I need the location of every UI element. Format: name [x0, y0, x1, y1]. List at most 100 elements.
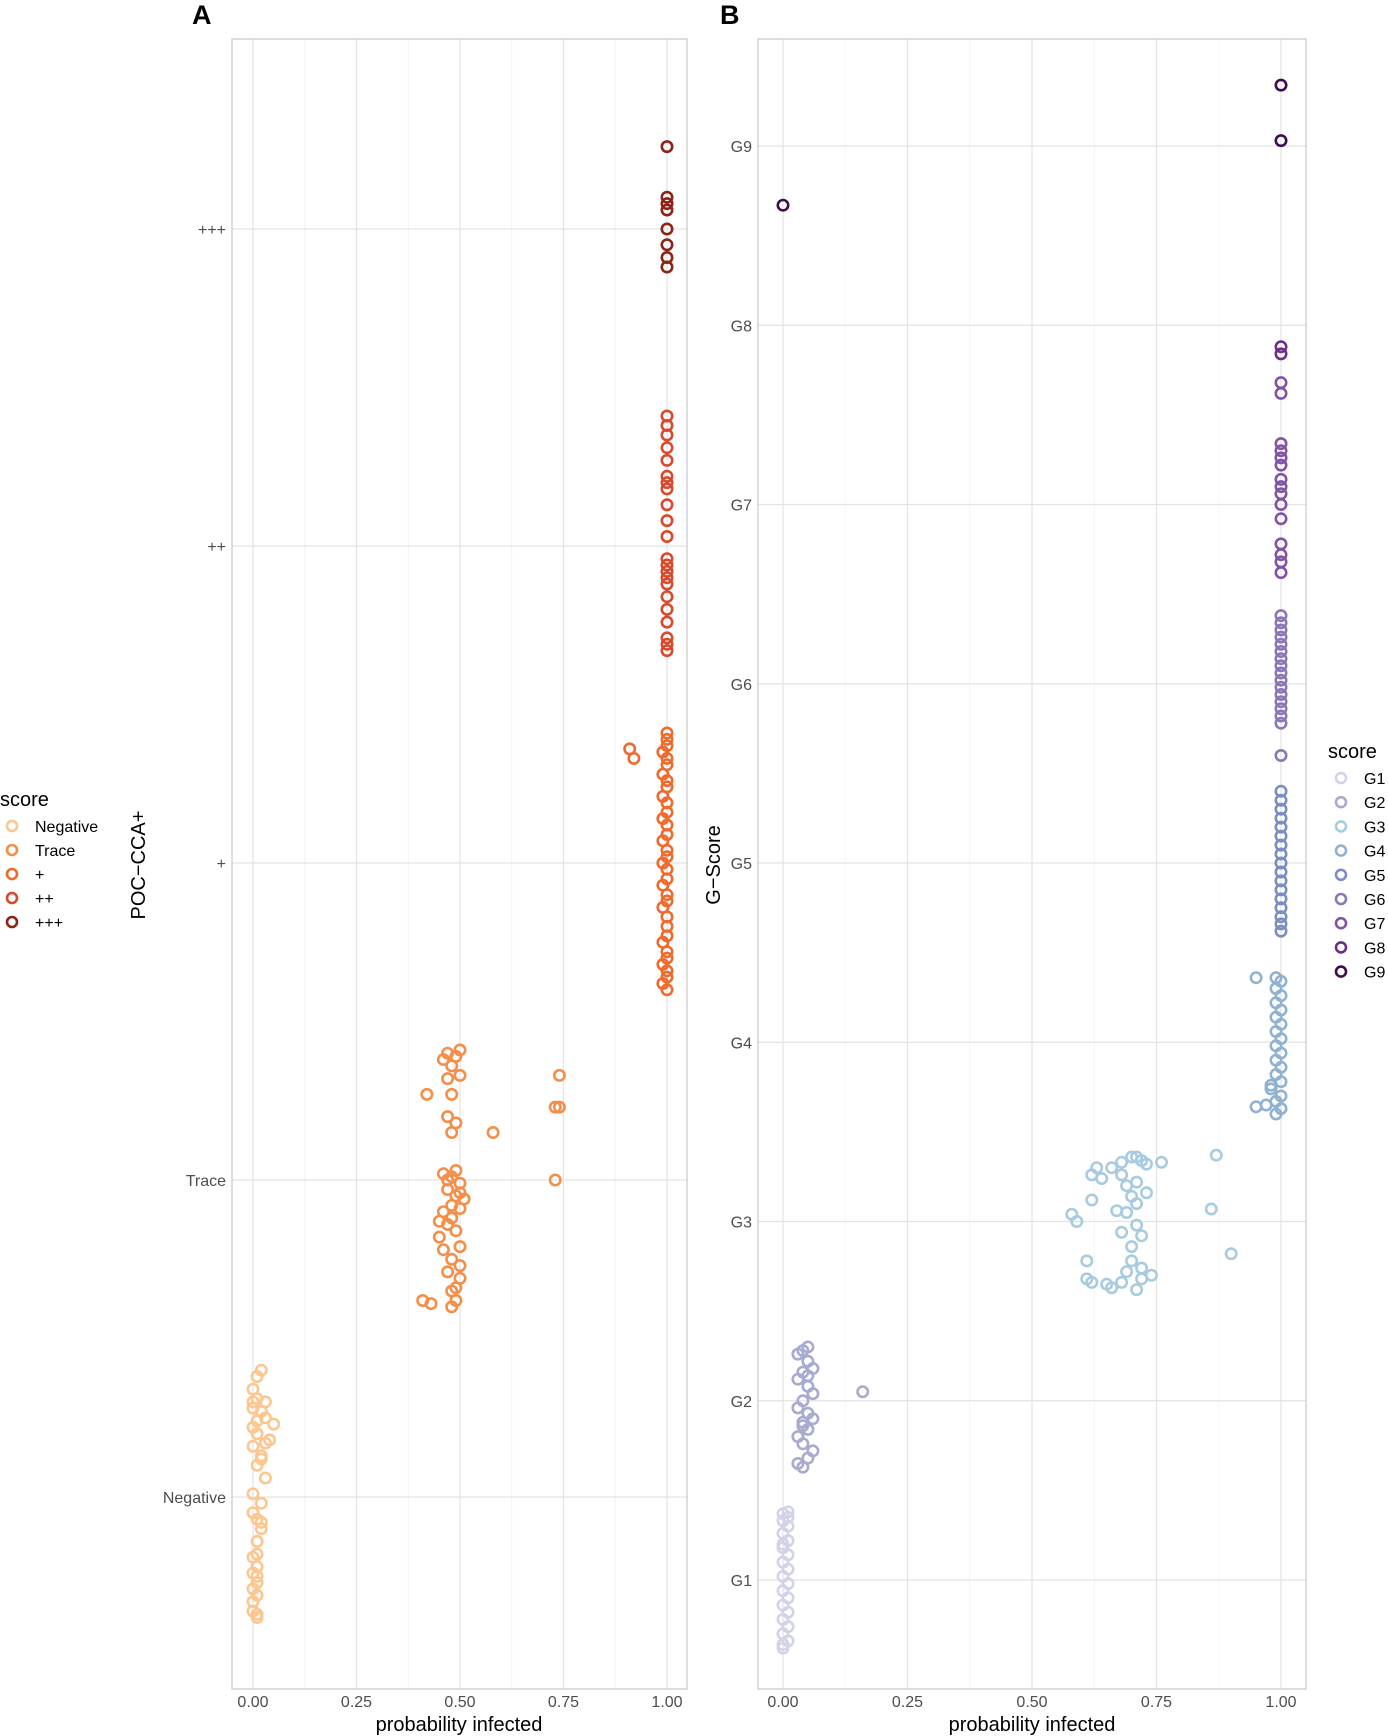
data-point-negative [246, 1439, 260, 1453]
data-point-g3 [1115, 1275, 1129, 1289]
data-point-g5 [1274, 883, 1288, 897]
data-point-g5 [1274, 910, 1288, 924]
data-point-g3 [1085, 1275, 1099, 1289]
data-point-g3 [1155, 1155, 1169, 1169]
data-point-g2 [856, 1385, 870, 1399]
legend-entry-label: Negative [35, 819, 98, 836]
data-point-g5 [1274, 917, 1288, 931]
data-point-g6 [1274, 666, 1288, 680]
data-point-g5 [1274, 820, 1288, 834]
y-tick-label: G3 [731, 1215, 752, 1232]
data-point-plusplus [660, 637, 674, 651]
data-point-g2 [801, 1369, 815, 1383]
x-tick-label: 0.00 [237, 1694, 268, 1711]
y-tick-label: ++ [207, 539, 226, 556]
data-point-g6 [1274, 609, 1288, 623]
data-point-g6 [1274, 695, 1288, 709]
panel-b-border [757, 38, 1307, 1690]
legend-entry-label: G7 [1364, 916, 1385, 933]
data-point-trace [449, 1164, 463, 1178]
data-point-g3 [1224, 1247, 1238, 1261]
data-point-g7 [1274, 480, 1288, 494]
x-tick-label: 1.00 [651, 1694, 682, 1711]
data-point-g8 [1274, 347, 1288, 361]
data-point-g2 [801, 1406, 815, 1420]
data-point-plusplus [660, 571, 674, 585]
data-point-g3 [1115, 1155, 1129, 1169]
data-point-g3 [1115, 1168, 1129, 1182]
data-point-g3 [1105, 1161, 1119, 1175]
panel-b-label: B [720, 0, 740, 30]
data-point-g3 [1135, 1229, 1149, 1243]
legend-key [1334, 892, 1348, 906]
legend-entry-label: G3 [1364, 819, 1385, 836]
data-point-g2 [801, 1340, 815, 1354]
data-point-plusplus [660, 529, 674, 543]
data-point-g6 [1274, 709, 1288, 723]
data-point-plusplus [660, 602, 674, 616]
data-point-trace [445, 1211, 459, 1225]
data-point-g4 [1269, 971, 1283, 985]
data-point-negative [263, 1433, 277, 1447]
data-point-trace [441, 1046, 455, 1060]
panel-b-points [776, 78, 1288, 1655]
panel-a-legend-title: score [0, 789, 49, 811]
data-point-g5 [1274, 838, 1288, 852]
data-point-trace [453, 1186, 467, 1200]
data-point-g3 [1120, 1206, 1134, 1220]
data-point-g6 [1274, 616, 1288, 630]
data-point-trace [436, 1243, 450, 1257]
data-point-plusplus [660, 476, 674, 490]
data-point-g5 [1274, 784, 1288, 798]
legend-key [1334, 820, 1348, 833]
legend-entry-label: G2 [1364, 795, 1385, 812]
data-point-trace [424, 1297, 438, 1311]
data-point-g3 [1145, 1268, 1159, 1282]
data-point-negative [254, 1515, 268, 1529]
data-point-g6 [1274, 680, 1288, 694]
legend-key [1334, 868, 1348, 882]
y-tick-label: G1 [731, 1573, 752, 1590]
y-tick-label: G7 [731, 498, 752, 515]
data-point-g9 [1274, 134, 1288, 148]
data-point-g6 [1274, 644, 1288, 658]
data-point-g6 [1274, 659, 1288, 673]
data-point-plusplus [660, 469, 674, 483]
data-point-plusplus [660, 514, 674, 528]
data-point-plusplusplus [660, 251, 674, 265]
panel-a-y-axis-title: POC−CCA+ [128, 811, 150, 920]
data-point-g3 [1125, 1189, 1139, 1203]
data-point-g7 [1274, 437, 1288, 451]
data-point-g3 [1125, 1240, 1139, 1254]
legend-key [5, 891, 19, 905]
data-point-plusplus [660, 552, 674, 566]
panel-b-y-ticks: G1 G2 G3 G4 G5 G6 G7 G8 G9 [731, 139, 752, 1590]
legend-key [5, 819, 19, 833]
data-point-g3 [1140, 1186, 1154, 1200]
panel-a-grid [232, 39, 687, 1689]
data-point-plusplusplus [660, 197, 674, 211]
data-point-trace [453, 1068, 467, 1082]
data-point-g5 [1274, 924, 1288, 938]
legend-entry-label: G4 [1364, 844, 1385, 861]
data-point-g3 [1105, 1281, 1119, 1295]
data-point-g5 [1274, 865, 1288, 879]
data-point-plus [660, 758, 674, 772]
data-point-g7 [1274, 451, 1288, 465]
data-point-plus [660, 739, 674, 753]
data-point-trace [453, 1043, 467, 1057]
data-point-g7 [1274, 376, 1288, 390]
legend-key [1334, 941, 1348, 954]
y-tick-label: +++ [198, 222, 226, 239]
y-tick-label: G5 [731, 856, 752, 873]
data-point-g6 [1274, 716, 1288, 730]
data-point-g6 [1274, 637, 1288, 651]
data-point-trace [552, 1068, 566, 1082]
x-tick-label: 0.75 [548, 1694, 579, 1711]
data-point-g5 [1274, 892, 1288, 906]
data-point-trace [548, 1100, 562, 1114]
data-point-plusplus [660, 453, 674, 467]
legend-entry-label: Trace [35, 843, 75, 860]
panel-b-x-ticks: 0.00 0.25 0.50 0.75 1.00 [767, 1694, 1296, 1711]
